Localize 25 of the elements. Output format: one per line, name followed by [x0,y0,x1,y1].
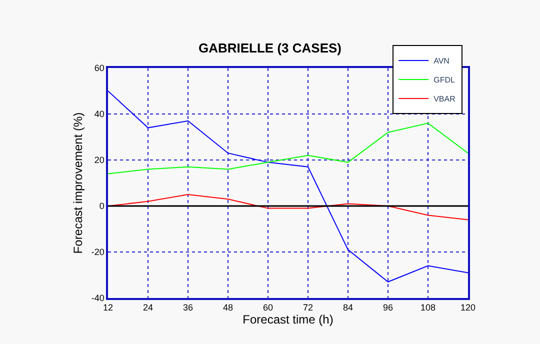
chart-title: GABRIELLE (3 CASES) [198,40,342,56]
legend-label: GFDL [434,76,456,85]
y-tick-label: 40 [94,109,104,120]
x-tick-label: 84 [342,302,354,313]
x-tick-label: 60 [262,302,274,313]
x-tick-label: 24 [142,302,154,313]
x-tick-label: 120 [460,302,476,313]
line-series [108,194,468,220]
line-series [108,90,468,282]
x-tick-label: 36 [182,302,194,313]
legend-label: VBAR [434,94,456,104]
x-axis-title: Forecast time (h) [242,312,334,327]
x-tick-label: 48 [222,302,234,313]
y-tick-label: -20 [91,247,104,258]
y-tick-label: 20 [94,155,104,166]
legend-label: AVN [434,56,450,66]
y-tick-label: 60 [94,63,104,74]
x-tick-label: 108 [420,302,436,313]
y-tick-label: 0 [99,201,104,212]
y-axis-title: Forecast improvement (%) [71,112,86,254]
x-tick-label: 12 [102,302,114,313]
x-tick-label: 96 [382,302,394,313]
line-series [108,122,468,174]
y-tick-label: -40 [91,293,104,304]
x-tick-label: 72 [302,302,314,313]
